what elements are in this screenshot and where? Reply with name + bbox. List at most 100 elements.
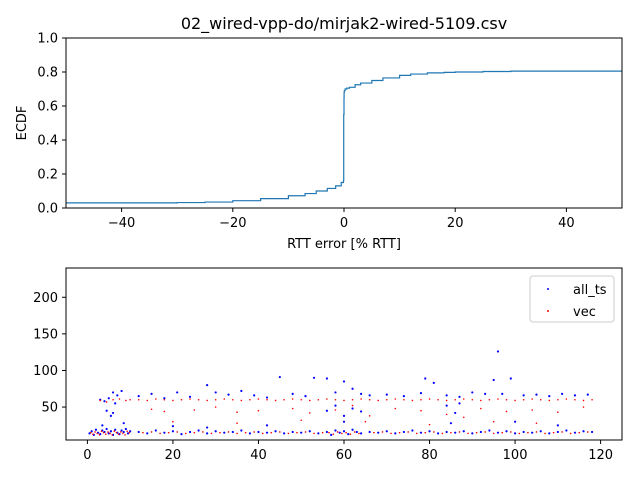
scatter-point: [454, 398, 457, 401]
scatter-point: [105, 409, 108, 412]
scatter-point: [114, 428, 117, 431]
scatter-point: [96, 432, 99, 435]
scatter-point: [236, 432, 238, 435]
scatter-point: [531, 409, 533, 411]
scatter-point: [146, 432, 149, 435]
scatter-point: [214, 391, 217, 394]
scatter-point: [334, 409, 337, 411]
scatter-point: [590, 430, 594, 434]
scatter-point: [351, 398, 354, 401]
scatter-point: [206, 399, 208, 402]
scatter-point: [428, 430, 431, 433]
scatter-point: [94, 431, 96, 433]
scatter-point: [296, 431, 298, 434]
scatter-point: [458, 402, 461, 405]
scatter-point: [432, 381, 435, 385]
scatter-point: [360, 410, 363, 413]
scatter-point: [176, 431, 178, 433]
scatter-point: [552, 431, 555, 434]
scatter-y-ticks: 50 100 150 200: [33, 291, 66, 416]
scatter-point: [308, 399, 311, 402]
scatter-point: [402, 430, 405, 434]
scatter-point: [240, 399, 243, 402]
y-tick-label: 1.0: [37, 32, 58, 47]
scatter-point: [368, 430, 371, 434]
scatter-point: [125, 399, 127, 402]
scatter-point: [419, 431, 423, 434]
scatter-point: [219, 431, 221, 434]
scatter-point: [265, 396, 269, 399]
scatter-point: [458, 395, 461, 398]
scatter-point: [308, 430, 311, 433]
y-tick-label: 0.2: [37, 168, 58, 183]
scatter-point: [304, 394, 307, 398]
scatter-point: [206, 432, 209, 435]
scatter-point: [531, 431, 534, 434]
scatter-point: [122, 432, 124, 435]
scatter-point: [113, 430, 116, 433]
scatter-point: [492, 378, 495, 382]
legend-marker-all-ts: [547, 288, 549, 290]
scatter-point: [109, 414, 113, 417]
scatter-point: [253, 431, 255, 433]
scatter-point: [437, 398, 439, 401]
scatter-point: [561, 392, 564, 395]
scatter-point: [122, 430, 125, 434]
x-tick-label: 60: [336, 448, 353, 463]
scatter-point: [557, 411, 559, 413]
scatter-point: [488, 429, 491, 432]
scatter-point: [163, 397, 166, 400]
scatter-point: [341, 432, 343, 435]
scatter-point: [514, 399, 516, 402]
scatter-point: [206, 384, 209, 387]
scatter-point: [484, 392, 487, 395]
y-axis-label: ECDF: [15, 106, 30, 141]
scatter-point: [420, 398, 422, 401]
scatter-point: [496, 350, 500, 353]
scatter-point: [462, 398, 465, 400]
scatter-point: [120, 429, 123, 432]
scatter-point: [411, 399, 414, 402]
scatter-point: [317, 398, 320, 401]
scatter-point: [291, 407, 294, 410]
scatter-point: [390, 432, 392, 435]
scatter-point: [193, 431, 196, 434]
scatter-point: [122, 422, 125, 425]
scatter-point: [159, 432, 161, 435]
scatter-point: [112, 398, 114, 401]
scatter-point: [531, 398, 533, 400]
scatter-point: [240, 389, 243, 393]
scatter-point: [154, 429, 157, 432]
scatter-plot-area: [88, 350, 594, 436]
scatter-point: [120, 389, 123, 393]
scatter-point: [574, 398, 576, 401]
scatter-point: [385, 393, 388, 396]
scatter-point: [342, 380, 346, 383]
scatter-point: [236, 411, 238, 413]
scatter-point: [518, 432, 521, 435]
scatter-point: [522, 394, 525, 397]
scatter-point: [291, 398, 294, 400]
scatter-point: [462, 416, 465, 419]
scatter-point: [109, 430, 113, 433]
scatter-point: [424, 431, 427, 434]
scatter-point: [128, 431, 131, 434]
scatter-point: [248, 432, 252, 435]
scatter-point: [458, 431, 461, 433]
scatter-point: [244, 431, 247, 434]
scatter-point: [278, 375, 281, 379]
x-tick-label: 40: [250, 448, 267, 463]
scatter-point: [436, 432, 440, 435]
scatter-point: [445, 430, 448, 434]
scatter-point: [227, 393, 230, 396]
scatter-point: [214, 398, 217, 401]
scatter-point: [501, 392, 504, 395]
scatter-point: [146, 399, 149, 402]
y-tick-label: 0.6: [37, 100, 58, 115]
scatter-point: [475, 431, 478, 434]
scatter-point: [535, 431, 538, 433]
scatter-point: [349, 433, 352, 435]
scatter-point: [105, 401, 108, 403]
scatter-point: [321, 431, 324, 434]
scatter-point: [377, 431, 380, 434]
